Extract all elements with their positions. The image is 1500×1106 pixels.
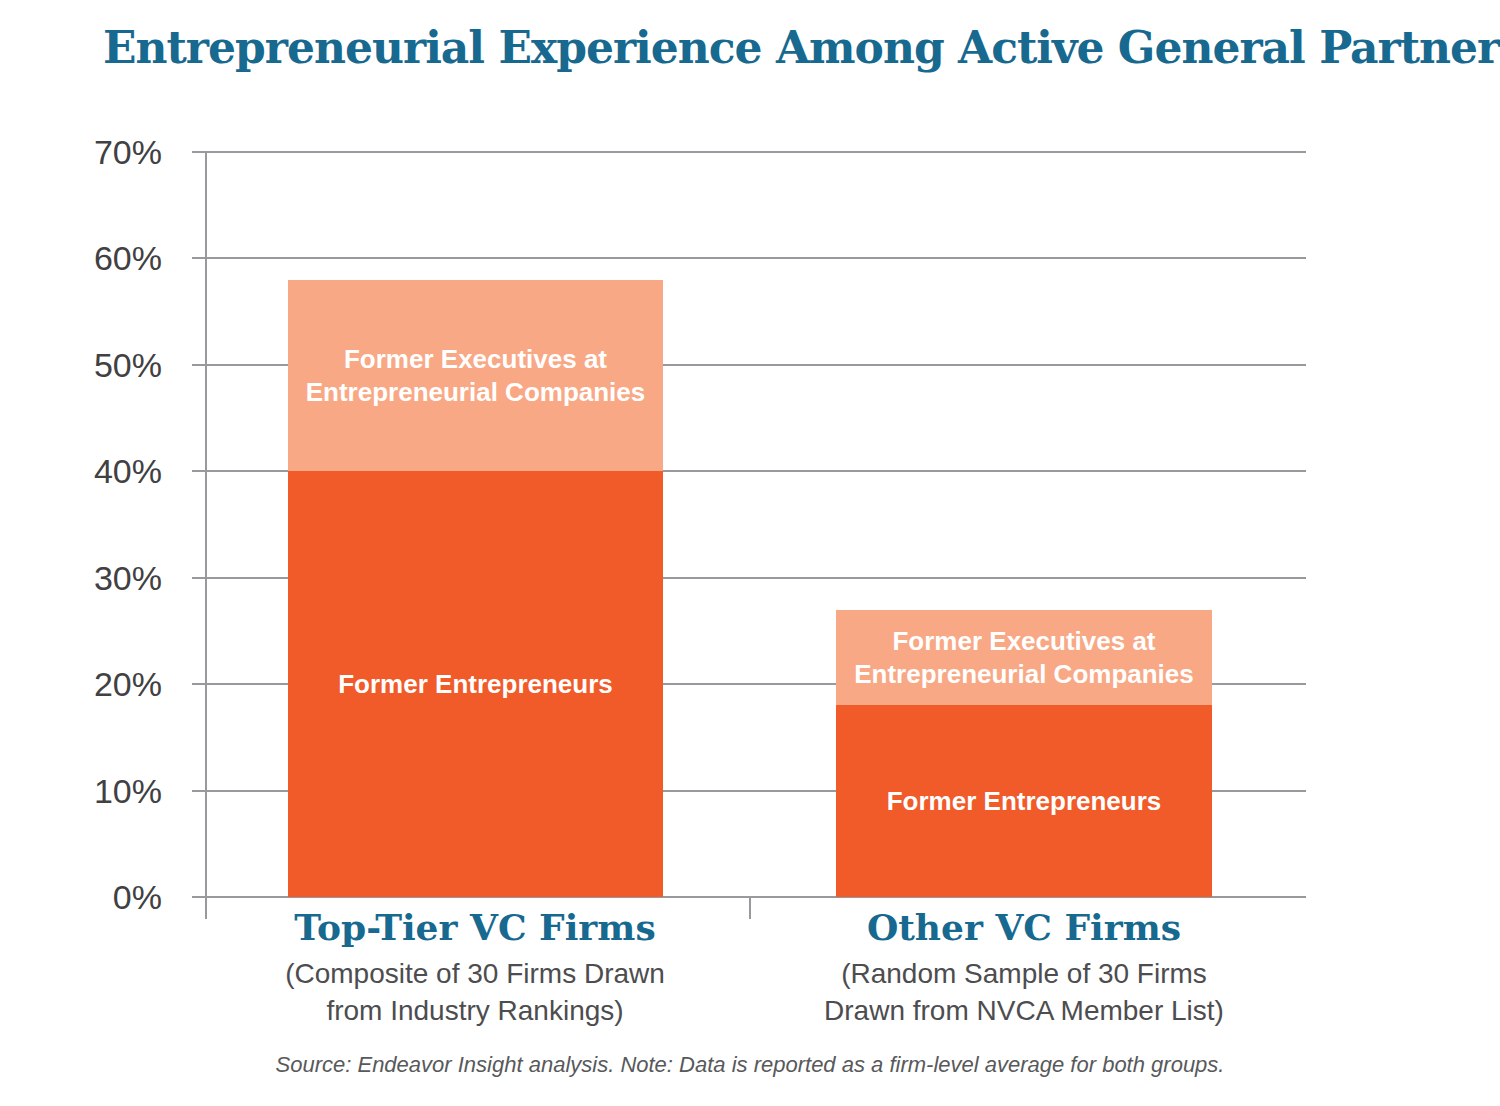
- category-label-top-tier-vc-firms: Top-Tier VC Firms: [255, 905, 695, 949]
- category-subtitle-other-vc-firms: (Random Sample of 30 Firms Drawn from NV…: [804, 955, 1244, 1029]
- y-axis-tick-label-60%: 60%: [12, 237, 162, 279]
- y-axis-tick-label-20%: 20%: [12, 663, 162, 705]
- bar-segment-label: Former Executives at Entrepreneurial Com…: [290, 343, 662, 409]
- chart-title: Entrepreneurial Experience Among Active …: [103, 22, 1500, 73]
- plot-area: 0%10%20%30%40%50%60%70%Former Entreprene…: [205, 152, 1293, 897]
- category-label-other-vc-firms: Other VC Firms: [804, 905, 1244, 949]
- y-axis-tick-label-10%: 10%: [12, 770, 162, 812]
- y-axis-tick-label-70%: 70%: [12, 131, 162, 173]
- category-block-other: Other VC Firms (Random Sample of 30 Firm…: [804, 905, 1244, 1029]
- gridline-60%: [192, 257, 1306, 259]
- gridline-70%: [192, 151, 1306, 153]
- y-axis-tick-label-40%: 40%: [12, 450, 162, 492]
- x-axis-category-divider-tick: [749, 897, 751, 919]
- bar-segment-label: Former Executives at Entrepreneurial Com…: [838, 625, 1210, 691]
- category-subtitle-top-tier-vc-firms: (Composite of 30 Firms Drawn from Indust…: [255, 955, 695, 1029]
- y-axis-tick-label-0%: 0%: [12, 876, 162, 918]
- bar-segment-label: Former Entrepreneurs: [887, 785, 1162, 818]
- y-axis-tick-label-30%: 30%: [12, 557, 162, 599]
- bar-segment-label: Former Entrepreneurs: [338, 668, 613, 701]
- chart-canvas: Entrepreneurial Experience Among Active …: [0, 0, 1500, 1106]
- y-axis-tick-label-50%: 50%: [12, 344, 162, 386]
- bar-segment: Former Executives at Entrepreneurial Com…: [288, 280, 663, 472]
- y-axis-line: [205, 152, 207, 919]
- source-note: Source: Endeavor Insight analysis. Note:…: [0, 1052, 1500, 1078]
- bar-segment: Former Entrepreneurs: [288, 471, 663, 897]
- category-block-top-tier: Top-Tier VC Firms (Composite of 30 Firms…: [255, 905, 695, 1029]
- bar-segment: Former Executives at Entrepreneurial Com…: [836, 610, 1212, 706]
- bar-segment: Former Entrepreneurs: [836, 705, 1212, 897]
